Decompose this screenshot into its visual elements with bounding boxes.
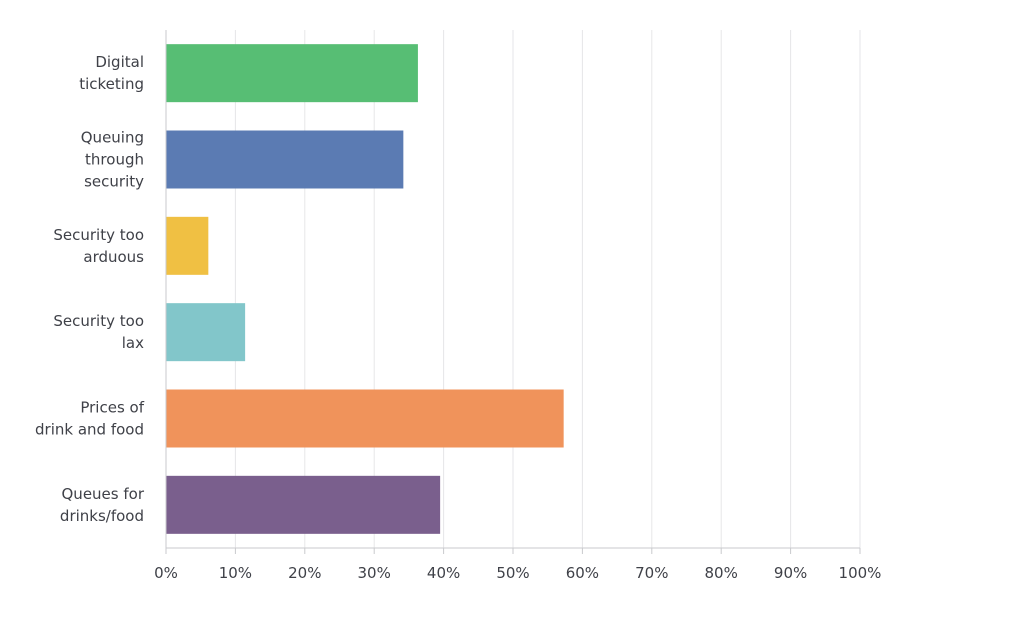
category-label: Security too arduous: [53, 226, 144, 266]
x-tick-label: 100%: [839, 564, 882, 582]
category-label-line: Security too: [53, 226, 144, 244]
category-label: Queuing through security: [81, 129, 144, 191]
category-label-line: arduous: [83, 248, 144, 266]
bar: [166, 389, 564, 448]
category-label: Queues for drinks/food: [60, 485, 145, 525]
category-label: Digital ticketing: [79, 53, 144, 93]
category-label-line: drink and food: [35, 421, 144, 439]
category-label-line: Queues for: [62, 485, 145, 503]
category-label-line: through: [85, 151, 144, 169]
category-label-line: lax: [122, 334, 144, 352]
x-tick-label: 0%: [154, 564, 178, 582]
category-label-line: drinks/food: [60, 507, 144, 525]
category-label-line: Queuing: [81, 129, 144, 147]
category-label: Prices of drink and food: [35, 399, 145, 439]
x-tick-label: 70%: [635, 564, 668, 582]
x-tick-label: 50%: [496, 564, 529, 582]
x-tick-label: 90%: [774, 564, 807, 582]
bars: [166, 44, 564, 534]
bar: [166, 475, 441, 534]
x-tick-label: 20%: [288, 564, 321, 582]
category-labels: Digital ticketing Queuing through security Se…: [35, 53, 145, 525]
grid-lines: [234, 30, 861, 548]
x-axis: 0% 10% 20% 30% 40% 50% 60% 70% 80% 90% 100%: [154, 30, 881, 582]
category-label-line: Security too: [53, 312, 144, 330]
x-tick-label: 30%: [358, 564, 391, 582]
x-tick-label: 40%: [427, 564, 460, 582]
x-tick-label: 10%: [219, 564, 252, 582]
bar: [166, 303, 246, 362]
category-label-line: Prices of: [80, 399, 144, 417]
category-label-line: security: [84, 173, 144, 191]
bar: [166, 130, 404, 189]
bar: [166, 44, 418, 103]
category-label-line: ticketing: [79, 75, 144, 93]
bar: [166, 216, 209, 275]
x-tick-label: 80%: [705, 564, 738, 582]
category-label: Security too lax: [53, 312, 144, 352]
x-tick-label: 60%: [566, 564, 599, 582]
category-label-line: Digital: [95, 53, 144, 71]
